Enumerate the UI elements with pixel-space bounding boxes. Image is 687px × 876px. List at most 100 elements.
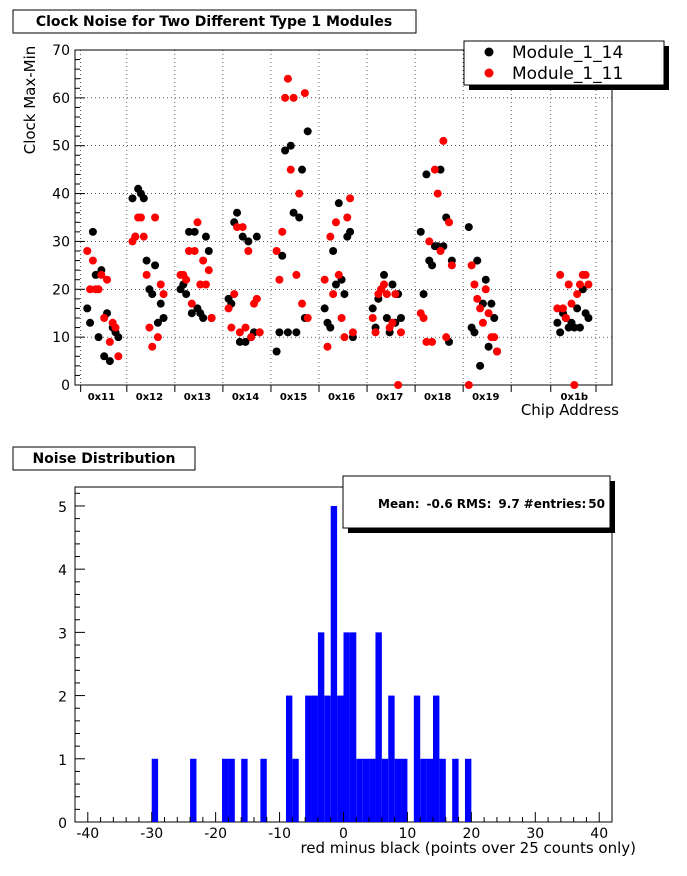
point-module-1-11 bbox=[396, 328, 405, 337]
point-module-1-14 bbox=[329, 247, 338, 255]
bottom-x-axis-title: red minus black (points over 25 counts o… bbox=[300, 839, 636, 857]
point-module-1-11 bbox=[278, 227, 287, 236]
point-module-1-14 bbox=[553, 318, 562, 327]
point-module-1-11 bbox=[97, 270, 106, 279]
point-module-1-14 bbox=[422, 170, 431, 179]
histogram-bar bbox=[260, 758, 267, 822]
legend-box bbox=[463, 40, 665, 86]
point-module-1-11 bbox=[391, 290, 400, 299]
top-y-tick-label: 10 bbox=[52, 330, 70, 346]
point-module-1-14 bbox=[283, 328, 292, 337]
point-module-1-14 bbox=[556, 328, 565, 337]
point-module-1-11 bbox=[478, 318, 487, 327]
point-module-1-14 bbox=[151, 261, 160, 270]
point-module-1-14 bbox=[382, 314, 391, 322]
point-module-1-14 bbox=[252, 232, 261, 241]
point-module-1-14 bbox=[91, 270, 100, 279]
histogram-bar bbox=[311, 695, 318, 822]
point-module-1-14 bbox=[396, 314, 405, 322]
point-module-1-14 bbox=[100, 352, 109, 361]
point-module-1-11 bbox=[111, 323, 120, 332]
top-title-box: Clock Noise for Two Different Type 1 Mod… bbox=[12, 9, 417, 34]
legend-marker-module-1-11 bbox=[484, 68, 494, 78]
bottom-x-axis: -40 -30 -20 -10 0 10 20 30 40 bbox=[74, 812, 613, 842]
point-module-1-14 bbox=[303, 127, 312, 136]
point-module-1-11 bbox=[476, 304, 485, 313]
point-module-1-11 bbox=[584, 280, 593, 289]
point-module-1-11 bbox=[430, 165, 439, 174]
point-module-1-11 bbox=[100, 314, 109, 322]
point-module-1-11 bbox=[114, 352, 123, 361]
histogram-bar bbox=[426, 758, 433, 822]
point-module-1-11 bbox=[331, 218, 340, 227]
top-chip-label: 0x11 bbox=[88, 392, 115, 403]
point-module-1-11 bbox=[142, 270, 151, 279]
point-module-1-14 bbox=[88, 227, 97, 236]
stats-box-frame bbox=[342, 475, 611, 529]
point-module-1-11 bbox=[153, 333, 162, 342]
histogram-bar bbox=[381, 758, 389, 822]
top-x-axis-title: Chip Address bbox=[521, 401, 619, 419]
point-module-1-14 bbox=[275, 328, 284, 337]
point-module-1-11 bbox=[368, 314, 377, 322]
point-module-1-11 bbox=[289, 93, 298, 102]
point-module-1-14 bbox=[139, 194, 148, 203]
bottom-x-tick-label: -10 bbox=[268, 826, 291, 842]
point-module-1-11 bbox=[227, 323, 236, 332]
histogram-bar bbox=[317, 632, 325, 822]
point-module-1-11 bbox=[148, 342, 157, 351]
point-module-1-11 bbox=[247, 333, 256, 342]
point-module-1-11 bbox=[329, 290, 338, 299]
point-module-1-11 bbox=[343, 213, 352, 222]
bottom-y-tick-label: 0 bbox=[58, 816, 67, 832]
stats-mean-label: Mean: bbox=[378, 497, 420, 511]
point-module-1-11 bbox=[193, 218, 202, 227]
point-module-1-11 bbox=[272, 247, 281, 255]
point-module-1-11 bbox=[442, 333, 451, 342]
point-module-1-14 bbox=[464, 223, 473, 232]
point-module-1-14 bbox=[278, 251, 287, 260]
point-module-1-11 bbox=[103, 275, 112, 284]
bottom-x-tick-label: 30 bbox=[526, 826, 544, 842]
histogram-bars bbox=[151, 505, 472, 822]
point-module-1-11 bbox=[564, 280, 573, 289]
point-module-1-11 bbox=[151, 213, 160, 222]
point-module-1-14 bbox=[156, 299, 165, 308]
point-module-1-11 bbox=[473, 294, 482, 303]
stats-entries-label: #entries: bbox=[524, 497, 587, 511]
point-module-1-14 bbox=[490, 314, 499, 322]
histogram-bar bbox=[305, 695, 312, 822]
bottom-y-tick-label: 5 bbox=[58, 500, 67, 516]
point-module-1-11 bbox=[439, 136, 448, 145]
point-module-1-11 bbox=[346, 194, 355, 203]
top-y-tick-label: 60 bbox=[52, 91, 70, 107]
point-module-1-11 bbox=[371, 328, 380, 337]
bottom-x-tick-label: 40 bbox=[590, 826, 608, 842]
histogram-bar bbox=[349, 632, 357, 822]
point-module-1-11 bbox=[275, 275, 284, 284]
point-module-1-14 bbox=[142, 256, 151, 265]
point-module-1-11 bbox=[334, 270, 343, 279]
top-chart-title: Clock Noise for Two Different Type 1 Mod… bbox=[36, 14, 392, 30]
point-module-1-11 bbox=[320, 275, 329, 284]
bottom-y-tick-label: 2 bbox=[58, 690, 67, 706]
point-module-1-14 bbox=[487, 299, 496, 308]
point-module-1-14 bbox=[244, 237, 253, 246]
point-module-1-11 bbox=[323, 342, 332, 351]
point-module-1-14 bbox=[153, 318, 162, 327]
point-module-1-11 bbox=[145, 323, 154, 332]
point-module-1-14 bbox=[484, 342, 493, 351]
top-points bbox=[83, 74, 593, 389]
point-module-1-11 bbox=[139, 232, 148, 241]
point-module-1-11 bbox=[553, 304, 562, 313]
top-y-axis-title: Clock Max-Min bbox=[21, 46, 39, 155]
point-module-1-14 bbox=[428, 261, 437, 270]
point-module-1-11 bbox=[303, 314, 312, 322]
legend-label-module-1-11: Module_1_11 bbox=[512, 64, 623, 84]
point-module-1-14 bbox=[289, 208, 298, 217]
top-chip-label: 0x19 bbox=[472, 392, 499, 403]
point-module-1-11 bbox=[199, 256, 208, 265]
point-module-1-11 bbox=[156, 280, 165, 289]
point-module-1-11 bbox=[436, 247, 445, 255]
